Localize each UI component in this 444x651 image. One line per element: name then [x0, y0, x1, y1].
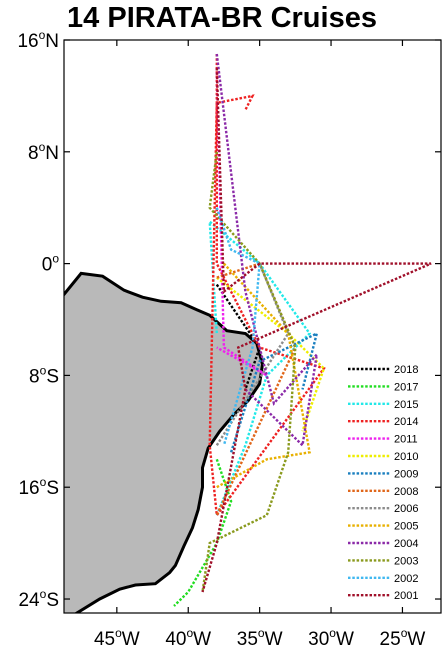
- cruise-track-2015: [208, 218, 312, 516]
- map-title: 14 PIRATA-BR Cruises: [67, 2, 377, 34]
- legend-label-2014: 2014: [394, 416, 418, 428]
- legend-label-2002: 2002: [394, 573, 418, 585]
- x-tick-label: 25oW: [380, 626, 426, 650]
- x-tick-label: 45oW: [94, 626, 140, 650]
- x-axis: 45oW 40oW 35oW 30oW 25oW: [94, 40, 425, 650]
- cruise-track-2010: [216, 276, 326, 432]
- cruise-track-2017: [173, 458, 233, 607]
- legend-label-2018: 2018: [394, 364, 418, 376]
- legend-label-2005: 2005: [394, 521, 418, 533]
- y-tick-label: 16oN: [17, 28, 59, 52]
- legend-label-2001: 2001: [394, 590, 418, 602]
- x-tick-label: 35oW: [237, 626, 283, 650]
- legend-label-2009: 2009: [394, 468, 418, 480]
- legend-label-2008: 2008: [394, 486, 418, 498]
- south-america-landmass: [64, 271, 265, 613]
- y-tick-label: 0o: [42, 252, 60, 276]
- legend-label-2017: 2017: [394, 381, 418, 393]
- legend-label-2003: 2003: [394, 555, 418, 567]
- cruise-track-2018: [215, 283, 261, 390]
- cruise-track-2009: [229, 331, 319, 453]
- y-tick-label: 8oS: [29, 363, 59, 387]
- cruise-track-2003: [201, 151, 297, 593]
- legend: 2018 2017 2015 2014 2011 2010 2009 2008 2006 2005…: [348, 364, 418, 602]
- legend-label-2011: 2011: [394, 434, 418, 446]
- x-tick-label: 40oW: [165, 626, 211, 650]
- cruise-tracks: [173, 53, 432, 607]
- x-tick-label: 30oW: [308, 626, 354, 650]
- legend-label-2004: 2004: [394, 538, 418, 550]
- y-tick-label: 8oN: [28, 140, 59, 164]
- cruise-track-2005: [216, 262, 311, 489]
- cruise-track-2014: [208, 54, 326, 519]
- y-tick-label: 24oS: [18, 587, 59, 611]
- legend-label-2010: 2010: [394, 451, 418, 463]
- plot-frame: [63, 39, 442, 614]
- legend-label-2015: 2015: [394, 399, 418, 411]
- cruise-track-2004: [215, 53, 319, 448]
- cruise-track-2002: [215, 207, 261, 446]
- y-tick-label: 16oS: [18, 475, 59, 499]
- y-axis: 16oN 8oN 0o 8oS 16oS 24oS: [17, 28, 441, 611]
- cruise-track-2001: [201, 67, 432, 593]
- legend-label-2006: 2006: [394, 503, 418, 515]
